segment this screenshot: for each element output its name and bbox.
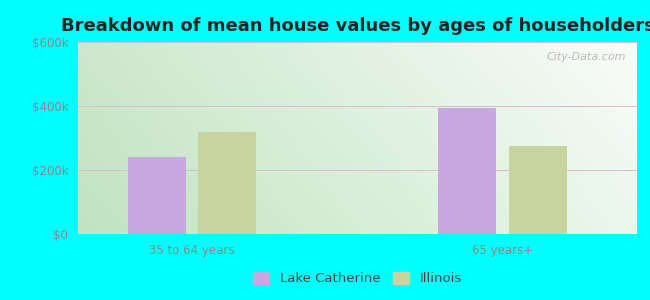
Bar — [198, 132, 256, 234]
Bar — [438, 108, 496, 234]
Legend: Lake Catherine, Illinois: Lake Catherine, Illinois — [248, 266, 467, 290]
Text: City-Data.com: City-Data.com — [546, 52, 626, 61]
Bar — [509, 146, 567, 234]
Bar — [127, 157, 186, 234]
Title: Breakdown of mean house values by ages of householders: Breakdown of mean house values by ages o… — [60, 17, 650, 35]
